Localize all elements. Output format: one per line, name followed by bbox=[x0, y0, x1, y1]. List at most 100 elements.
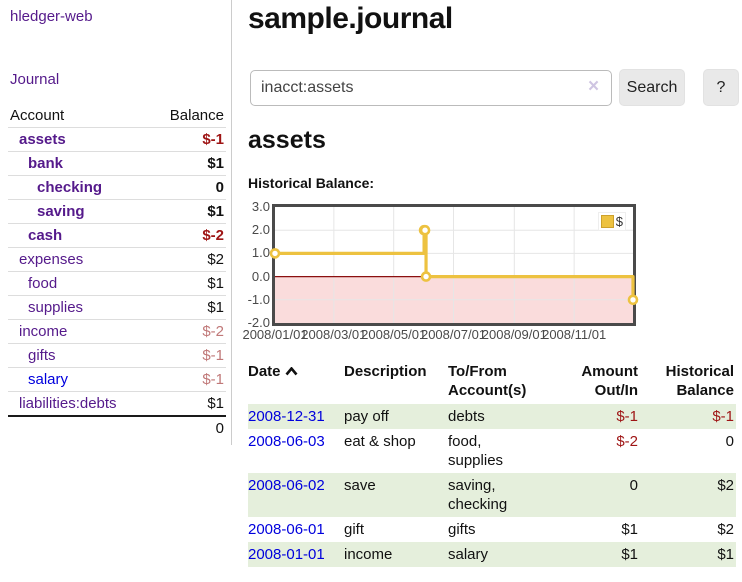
account-link-income[interactable]: income bbox=[19, 323, 68, 340]
x-axis-tick-label: 2008/11/01 bbox=[542, 327, 607, 342]
y-axis-tick-label: 2.0 bbox=[251, 222, 270, 238]
account-link-liabilities-debts[interactable]: liabilities:debts bbox=[19, 395, 117, 412]
transaction-row: 2008-06-02 save saving, checking 0 $2 bbox=[248, 473, 736, 517]
account-balance: $-2 bbox=[202, 227, 224, 244]
account-heading: assets bbox=[248, 126, 326, 154]
account-link-bank[interactable]: bank bbox=[28, 155, 64, 172]
account-balance: $-1 bbox=[202, 371, 224, 388]
transaction-date-link[interactable]: 2008-06-02 bbox=[248, 477, 325, 494]
account-balance: $1 bbox=[207, 275, 224, 292]
balance-column-header: Balance bbox=[169, 107, 224, 124]
sidebar: hledger-web Journal Account Balance asse… bbox=[0, 0, 232, 445]
transaction-balance: $2 bbox=[717, 521, 734, 538]
account-link-assets[interactable]: assets bbox=[19, 131, 66, 148]
chart-legend: $ bbox=[597, 212, 626, 231]
transaction-balance: 0 bbox=[725, 433, 734, 450]
transaction-description: eat & shop bbox=[344, 433, 416, 450]
account-total-row: 0 bbox=[8, 415, 226, 440]
description-column-header: Description bbox=[344, 363, 427, 380]
transaction-accounts: saving, checking bbox=[448, 473, 566, 517]
account-link-cash[interactable]: cash bbox=[28, 227, 63, 244]
account-balance: $1 bbox=[207, 203, 224, 220]
transaction-description: save bbox=[344, 473, 448, 517]
legend-swatch-dollar bbox=[600, 215, 614, 228]
transaction-amount: $1 bbox=[621, 521, 638, 538]
y-axis-tick-label: 3.0 bbox=[251, 199, 270, 214]
account-link-supplies[interactable]: supplies bbox=[28, 299, 84, 316]
transaction-amount: $-2 bbox=[616, 433, 638, 450]
account-row: supplies $1 bbox=[8, 295, 226, 319]
balance-column-header-txn: Historical Balance bbox=[665, 363, 734, 399]
search-button[interactable]: Search bbox=[619, 69, 685, 106]
account-balance-table: Account Balance assets $-1 bank $1 checking 0… bbox=[8, 104, 226, 440]
account-row: bank $1 bbox=[8, 151, 226, 175]
account-balance: $1 bbox=[207, 155, 224, 172]
transaction-row: 2008-01-01 income salary $1 $1 bbox=[248, 542, 736, 567]
account-balance: $-1 bbox=[202, 347, 224, 364]
account-link-food[interactable]: food bbox=[28, 275, 58, 292]
transactions-table: Date Description To/From Account(s) Amou… bbox=[248, 360, 736, 567]
historical-balance-label: Historical Balance: bbox=[248, 175, 375, 191]
accounts-column-header: To/From Account(s) bbox=[448, 363, 527, 399]
chart-point bbox=[627, 294, 639, 306]
account-link-expenses[interactable]: expenses bbox=[19, 251, 84, 268]
account-row: gifts $-1 bbox=[8, 343, 226, 367]
sort-ascending-icon bbox=[285, 362, 298, 381]
account-row: assets $-1 bbox=[8, 127, 226, 151]
transaction-date-link[interactable]: 2008-06-01 bbox=[248, 521, 325, 538]
transaction-row: 2008-06-03 eat & shop food, supplies $-2 0 bbox=[248, 429, 736, 473]
y-axis-tick-label: -1.0 bbox=[247, 291, 270, 307]
transaction-accounts: debts bbox=[448, 404, 566, 429]
sidebar-item-journal[interactable]: Journal bbox=[10, 71, 60, 88]
transaction-description: gift bbox=[344, 521, 365, 538]
transaction-accounts: gifts bbox=[448, 521, 476, 538]
x-axis-tick-label: 2008/07/01 bbox=[420, 327, 487, 342]
account-balance: $1 bbox=[207, 395, 224, 412]
transaction-row: 2008-12-31 pay off debts $-1 $-1 bbox=[248, 404, 736, 429]
account-column-header: Account bbox=[10, 107, 65, 124]
clear-search-icon[interactable]: × bbox=[588, 76, 600, 97]
transaction-date-link[interactable]: 2008-01-01 bbox=[248, 546, 325, 563]
account-link-saving[interactable]: saving bbox=[37, 203, 85, 220]
date-column-header[interactable]: Date bbox=[248, 360, 344, 404]
legend-label: $ bbox=[615, 214, 623, 229]
transactions-header-row: Date Description To/From Account(s) Amou… bbox=[248, 360, 736, 404]
amount-column-header: Amount Out/In bbox=[581, 363, 638, 399]
app-title-link[interactable]: hledger-web bbox=[10, 8, 93, 25]
account-link-gifts[interactable]: gifts bbox=[28, 347, 56, 364]
transaction-row: 2008-06-01 gift gifts $1 $2 bbox=[248, 517, 736, 542]
account-row: checking 0 bbox=[8, 175, 226, 199]
total-balance: 0 bbox=[215, 420, 224, 437]
account-link-salary[interactable]: salary bbox=[28, 371, 69, 388]
transaction-amount: $-1 bbox=[566, 404, 640, 429]
account-balance: 0 bbox=[215, 179, 224, 196]
page-title: sample.journal bbox=[248, 2, 453, 35]
account-rows: assets $-1 bank $1 checking 0 saving $1 cash $-2 e… bbox=[8, 127, 226, 415]
transaction-amount: 0 bbox=[566, 473, 640, 517]
chart-point bbox=[419, 224, 431, 236]
account-table-header: Account Balance bbox=[8, 104, 226, 127]
historical-balance-chart: $ bbox=[269, 204, 639, 326]
x-axis-tick-label: 2008/03/01 bbox=[301, 327, 367, 342]
search-input[interactable] bbox=[250, 70, 612, 106]
transaction-accounts: food, supplies bbox=[448, 433, 504, 469]
y-axis-tick-label: 0.0 bbox=[251, 268, 270, 284]
transaction-description: income bbox=[344, 542, 448, 567]
account-balance: $-1 bbox=[202, 131, 224, 148]
account-row: saving $1 bbox=[8, 199, 226, 223]
help-button[interactable]: ? bbox=[703, 69, 739, 106]
y-axis-tick-label: 1.0 bbox=[251, 245, 270, 261]
account-row: liabilities:debts $1 bbox=[8, 391, 226, 415]
account-link-checking[interactable]: checking bbox=[37, 179, 103, 196]
chart-x-axis-labels: 2008/01/01 2008/03/01 2008/05/01 2008/07/01… bbox=[242, 327, 633, 343]
transaction-date-link[interactable]: 2008-12-31 bbox=[248, 408, 325, 425]
transaction-amount: $1 bbox=[566, 542, 640, 567]
transaction-balance: $-1 bbox=[640, 404, 736, 429]
x-axis-tick-label: 2008/09/01 bbox=[481, 327, 547, 342]
transaction-balance: $2 bbox=[640, 473, 736, 517]
x-axis-tick-label: 2008/05/01 bbox=[361, 327, 427, 342]
account-row: food $1 bbox=[8, 271, 226, 295]
transaction-balance: $1 bbox=[640, 542, 736, 567]
transaction-date-link[interactable]: 2008-06-03 bbox=[248, 433, 325, 450]
account-row: expenses $2 bbox=[8, 247, 226, 271]
